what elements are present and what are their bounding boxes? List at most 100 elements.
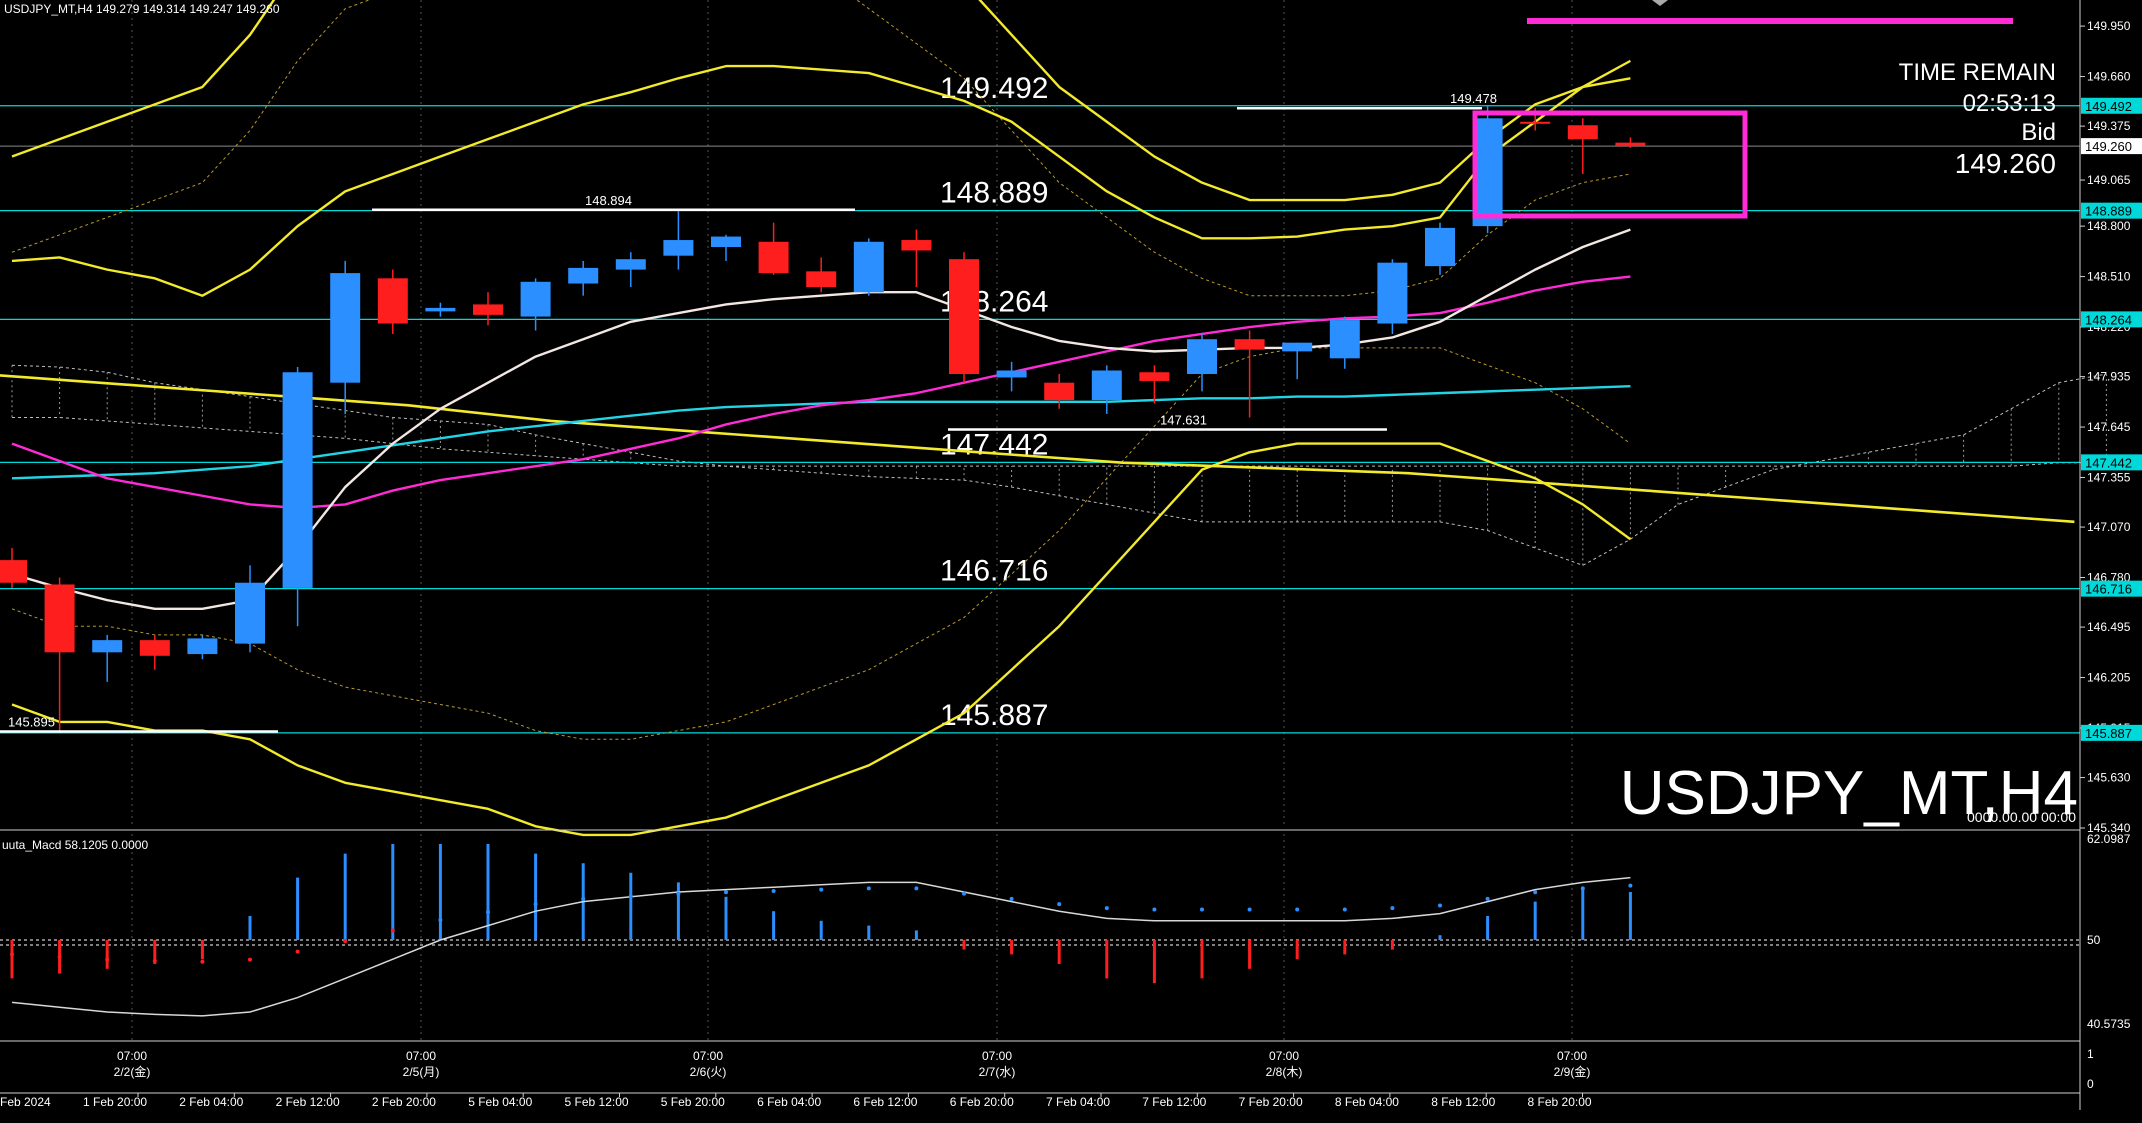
x-label-date: 2/8(木)	[1266, 1065, 1303, 1079]
macd-dot	[1057, 902, 1062, 907]
candle-body[interactable]	[139, 640, 170, 656]
macd-dot	[581, 896, 586, 901]
y-tick-label: 147.935	[2087, 370, 2131, 384]
candle-body[interactable]	[996, 370, 1027, 378]
macd-header: uuta_Macd 58.1205 0.0000	[2, 838, 148, 852]
candle-body[interactable]	[282, 372, 313, 588]
x-label-bottom: 5 Feb 20:00	[661, 1095, 725, 1109]
macd-dot	[57, 954, 62, 959]
price-tags: 149.492 149.260 148.889 148.264 147.442 146.7…	[2081, 97, 2142, 741]
time-remain-value: 02:53:13	[1963, 90, 2056, 117]
cloud-span-b	[12, 416, 2107, 467]
candle-body[interactable]	[473, 304, 503, 315]
candle-body[interactable]	[806, 271, 837, 288]
macd-dot	[819, 887, 824, 892]
macd-signal-line	[11, 876, 1631, 1017]
y-tick-label: 147.355	[2087, 470, 2131, 484]
candle-body[interactable]	[0, 560, 27, 583]
macd-tick-label: 62.0987	[2087, 832, 2131, 846]
y-tick-label: 145.340	[2087, 821, 2131, 835]
candles	[0, 106, 1646, 731]
candle-body[interactable]	[330, 273, 361, 383]
y-tick-label: 145.630	[2087, 771, 2131, 785]
macd-dot	[771, 888, 776, 893]
price-tag-label: 145.887	[2085, 726, 2132, 741]
bollinger-lower	[11, 442, 1632, 837]
macd-dot	[1438, 903, 1442, 908]
candle-body[interactable]	[1520, 121, 1551, 124]
candle-body[interactable]	[425, 307, 456, 312]
macd-dot	[486, 910, 490, 915]
dashed-envelope-upper	[11, 0, 1631, 297]
price-tag-label: 149.260	[2085, 139, 2132, 154]
macd-dot	[438, 918, 443, 922]
candle-body[interactable]	[663, 240, 694, 256]
candle-body[interactable]	[1091, 370, 1122, 401]
candle-body[interactable]	[1139, 372, 1170, 381]
y-tick-label: 149.065	[2087, 173, 2131, 187]
candle-body[interactable]	[377, 278, 408, 324]
high-low-label: 147.631	[1160, 412, 1207, 427]
x-label-bottom: 2 Feb 20:00	[372, 1095, 436, 1109]
macd-dot	[962, 891, 966, 896]
macd-dot	[1342, 907, 1347, 912]
macd-panel	[0, 844, 2080, 1017]
candle-body[interactable]	[1425, 227, 1455, 267]
x-label-date: 2/5(月)	[403, 1065, 440, 1079]
macd-dot	[200, 959, 205, 964]
bid-label: Bid	[2021, 119, 2056, 146]
candle-body[interactable]	[520, 281, 551, 317]
x-label-bottom: 8 Feb 12:00	[1431, 1095, 1495, 1109]
candle-body[interactable]	[44, 584, 75, 653]
x-label-bottom: 6 Feb 04:00	[757, 1095, 821, 1109]
price-tag-label: 146.716	[2085, 582, 2132, 597]
level-label: 145.887	[940, 699, 1048, 732]
candle-body[interactable]	[235, 582, 265, 644]
price-tag	[2081, 202, 2142, 219]
x-label-date: 2/7(水)	[979, 1065, 1016, 1079]
candle-body[interactable]	[711, 236, 741, 248]
candle-body[interactable]	[1615, 142, 1646, 147]
x-label-date: 2/9(金)	[1554, 1064, 1591, 1079]
long-term-ma	[0, 374, 2075, 524]
x-label-bottom: 5 Feb 12:00	[565, 1095, 629, 1109]
indicator-lines	[0, 0, 2075, 837]
macd-dot	[295, 949, 300, 954]
x-label-date: 2/6(火)	[690, 1065, 727, 1079]
candle-body[interactable]	[1187, 339, 1217, 374]
candle-body[interactable]	[949, 259, 979, 374]
macd-dot	[1295, 907, 1300, 912]
x-label-time: 07:00	[406, 1049, 436, 1063]
white-ma	[11, 228, 1631, 611]
candle-body[interactable]	[1377, 262, 1408, 324]
price-tag-label: 149.492	[2085, 99, 2132, 114]
candle-body[interactable]	[1567, 125, 1598, 140]
price-tag-label: 148.889	[2085, 204, 2132, 219]
x-label-bottom: 6 Feb 20:00	[950, 1095, 1014, 1109]
candle-body[interactable]	[1472, 118, 1503, 227]
price-tag	[2081, 454, 2142, 471]
candle-body[interactable]	[568, 267, 599, 284]
y-tick-label: 149.660	[2087, 70, 2131, 84]
candle-body[interactable]	[187, 638, 218, 655]
x-label-bottom: 6 Feb 12:00	[853, 1095, 917, 1109]
magenta-annotation-box[interactable]	[1472, 110, 1748, 219]
dashed-envelope-lower	[11, 347, 1631, 740]
candle-body[interactable]	[853, 241, 884, 293]
x-label-bottom: 2 Feb 12:00	[276, 1095, 340, 1109]
candle-body[interactable]	[1044, 382, 1075, 401]
candle-body[interactable]	[615, 259, 646, 270]
candle-body[interactable]	[901, 240, 932, 251]
sub-tick-label: 1	[2087, 1047, 2094, 1061]
macd-tick-label: 40.5735	[2087, 1017, 2131, 1031]
candle-body[interactable]	[92, 640, 123, 653]
candle-body[interactable]	[1329, 320, 1360, 359]
x-label-bottom: 1 Feb 20:00	[83, 1095, 147, 1109]
grid	[131, 0, 1573, 1040]
candle-body[interactable]	[1234, 339, 1265, 350]
macd-dot	[390, 928, 395, 933]
y-tick-label: 149.950	[2087, 19, 2131, 33]
candle-body[interactable]	[758, 241, 789, 274]
candle-body[interactable]	[1282, 342, 1313, 352]
